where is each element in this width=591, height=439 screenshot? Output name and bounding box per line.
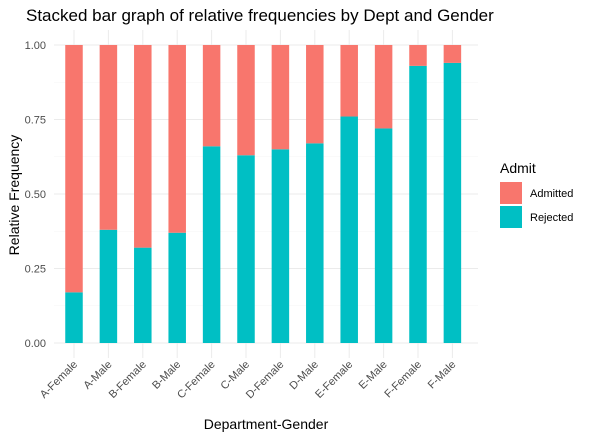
bar-admitted-b-female [134,45,152,248]
bar-rejected-e-female [340,116,358,344]
x-tick-label: E-Female [313,359,355,401]
bar-rejected-e-male [374,128,393,343]
bar-admitted-b-male [168,45,186,233]
x-tick-label: A-Female [38,359,80,401]
legend-label-rejected: Rejected [530,212,573,224]
y-tick-label: 1.00 [25,40,46,52]
x-tick-label: C-Female [175,359,218,402]
x-tick-label: B-Male [150,359,183,392]
bar-rejected-c-female [202,146,221,343]
y-tick-label: 0.50 [25,189,46,201]
bar-admitted-d-male [306,45,324,144]
legend-label-admitted: Admitted [530,188,573,200]
x-tick-label: F-Female [382,359,424,401]
bar-admitted-f-male [443,45,462,63]
bar-rejected-f-female [409,65,427,344]
bar-admitted-e-male [374,45,393,129]
y-tick-label: 0.00 [25,338,46,350]
bar-rejected-b-female [134,247,152,343]
x-tick-label: F-Male [426,359,459,392]
y-tick-label: 0.25 [25,264,46,276]
x-tick-label: E-Male [357,359,390,392]
bar-rejected-f-male [443,62,462,343]
y-axis-ticks: 0.00 0.25 0.50 0.75 1.00 [25,40,46,350]
bar-rejected-a-male [99,229,118,343]
bar-admitted-e-female [340,45,358,117]
bar-admitted-a-female [65,45,83,293]
x-tick-label: D-Female [244,359,287,402]
legend-title: Admit [500,160,536,176]
legend-swatch-rejected [500,206,522,228]
x-tick-label: D-Male [287,359,321,393]
y-axis-title: Relative Frequency [6,135,22,256]
bar-admitted-c-female [202,45,221,147]
bar-rejected-a-female [65,292,83,343]
bar-rejected-d-female [271,149,290,343]
y-tick-label: 0.75 [25,115,46,127]
bar-admitted-c-male [237,45,255,156]
bar-admitted-a-male [99,45,118,230]
bar-rejected-b-male [168,232,186,343]
x-tick-label: C-Male [219,359,253,393]
x-axis-title: Department-Gender [204,416,329,432]
legend: Admit Admitted Rejected [500,160,573,228]
bar-admitted-d-female [271,45,290,150]
legend-swatch-admitted [500,182,522,204]
bars [65,45,462,344]
bar-rejected-d-male [306,143,324,343]
x-tick-label: B-Female [107,359,149,401]
x-tick-label: A-Male [81,359,114,392]
bar-admitted-f-female [409,45,427,66]
bar-rejected-c-male [237,155,255,343]
chart-title: Stacked bar graph of relative frequencie… [26,6,494,25]
